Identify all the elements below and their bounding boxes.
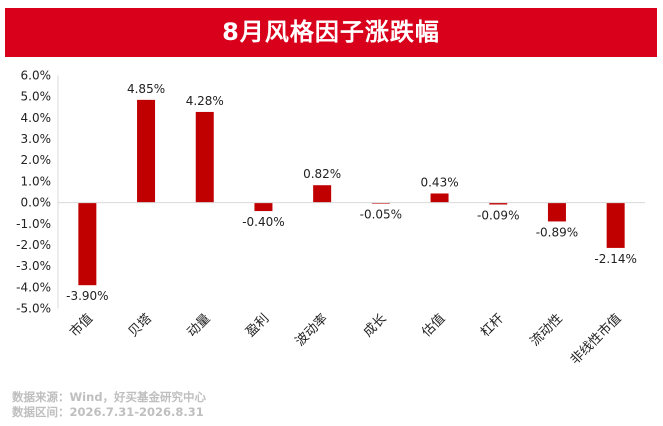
y-tick-label: 4.0% [21, 111, 52, 125]
y-axis: 6.0% 5.0% 4.0% 3.0% 2.0% 1.0% 0.0% -1.0% -2.0% -3… [16, 69, 59, 316]
data-label: 4.28% [186, 94, 224, 108]
y-tick-label: -5.0% [16, 302, 51, 316]
data-label: 0.43% [420, 175, 458, 189]
data-label: -0.09% [477, 208, 519, 222]
bar-9 [547, 202, 566, 222]
x-tick-label: 动量 [185, 311, 214, 340]
bar-4 [254, 202, 273, 212]
data-label: -3.90% [66, 289, 108, 303]
bar-10 [606, 202, 625, 248]
y-tick-label: 2.0% [21, 153, 52, 167]
y-tick-label: 0.0% [21, 196, 52, 210]
y-tick-label: 6.0% [21, 69, 52, 83]
x-tick-label: 贝塔 [126, 311, 155, 340]
bars [78, 99, 625, 286]
data-label: -0.89% [536, 225, 578, 239]
y-tick-label: -2.0% [16, 238, 51, 252]
title-banner: 8月风格因子涨跌幅 [5, 8, 657, 57]
x-tick-label: 非线性市值 [567, 311, 624, 368]
x-tick-label: 流动性 [528, 311, 566, 349]
y-tick-label: -1.0% [16, 217, 51, 231]
value-labels: -3.90% 4.85% 4.28% -0.40% 0.82% -0.05% 0.43% -0… [66, 82, 637, 303]
data-label: -2.14% [594, 252, 636, 266]
x-tick-label: 波动率 [292, 311, 331, 350]
x-tick-label: 盈利 [243, 311, 272, 340]
data-label: -0.05% [360, 208, 402, 222]
data-label: 0.82% [303, 167, 341, 181]
y-tick-label: 1.0% [21, 174, 52, 188]
bar-1 [78, 202, 97, 286]
bar-7 [430, 193, 449, 203]
bar-8 [489, 202, 508, 205]
x-tick-label: 成长 [361, 311, 390, 340]
y-tick-label: -4.0% [16, 280, 51, 294]
x-tick-label: 估值 [419, 311, 449, 341]
bar-3 [195, 111, 214, 203]
x-tick-label: 市值 [66, 311, 96, 341]
y-tick-label: -3.0% [16, 259, 51, 273]
bar-2 [137, 99, 156, 203]
bar-5 [313, 185, 332, 203]
x-tick-label: 杠杆 [477, 311, 507, 341]
data-label: 4.85% [127, 82, 165, 96]
y-tick-label: 5.0% [21, 90, 52, 104]
data-period-note: 数据区间：2026.7.31-2026.8.31 [12, 405, 204, 419]
bar-6 [371, 202, 390, 204]
bar-chart: 6.0% 5.0% 4.0% 3.0% 2.0% 1.0% 0.0% -1.0% -2.0% -3… [16, 69, 645, 368]
chart-title: 8月风格因子涨跌幅 [222, 18, 440, 46]
data-source-note: 数据来源：Wind，好买基金研究中心 [12, 390, 207, 404]
y-tick-label: 3.0% [21, 132, 52, 146]
data-label: -0.40% [242, 215, 284, 229]
